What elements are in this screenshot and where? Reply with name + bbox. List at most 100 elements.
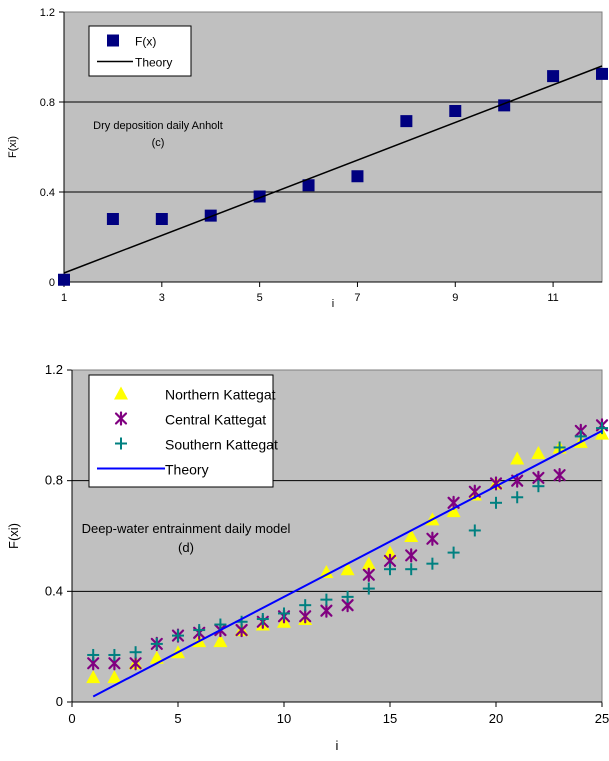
data-point [302, 179, 315, 192]
data-point [426, 557, 439, 570]
series-0 [58, 67, 608, 286]
data-point [341, 590, 354, 603]
data-point [574, 430, 587, 443]
data-point [299, 609, 312, 624]
legend-marker [115, 437, 127, 450]
data-point [404, 529, 419, 542]
data-point [214, 618, 227, 631]
x-tick-label: 5 [257, 292, 263, 304]
legend-entry: Theory [165, 462, 209, 478]
data-point [531, 446, 546, 459]
panel-label: (c) [152, 137, 165, 149]
theory-line [92, 429, 603, 698]
data-point [108, 648, 121, 661]
data-point [468, 524, 481, 537]
y-tick-label: 0 [49, 277, 55, 289]
y-tick-label: 0.8 [45, 473, 63, 488]
data-point [510, 451, 525, 465]
data-point [490, 496, 502, 509]
data-point [320, 603, 333, 618]
data-point [400, 115, 413, 128]
y-tick-label: 0.8 [40, 97, 55, 109]
y-tick-label: 1.2 [45, 362, 63, 377]
data-point [547, 70, 560, 83]
data-point [87, 648, 100, 661]
data-point [86, 670, 101, 684]
data-point [299, 599, 312, 612]
x-tick-label: 0 [68, 711, 75, 726]
data-point [383, 545, 397, 559]
legend-box [88, 25, 192, 77]
x-tick-label: 15 [383, 711, 397, 726]
data-point [511, 491, 524, 504]
data-point [362, 567, 375, 582]
data-point [405, 548, 418, 563]
data-point [320, 593, 333, 606]
x-tick-label: 5 [174, 711, 181, 726]
data-point [361, 556, 376, 570]
data-point [446, 504, 461, 518]
data-point [256, 613, 269, 625]
chart-d: 0 0.4 0.8 1.2 0 5 10 15 20 25 i F(xi) Deep-water ent… [6, 362, 609, 753]
series-2 [87, 422, 608, 661]
data-point [213, 634, 228, 648]
x-tick-label: 11 [547, 292, 558, 304]
series-3 [92, 429, 603, 698]
y-tick-label: 0.4 [40, 187, 55, 199]
legend-entry: F(x) [135, 35, 156, 49]
data-point [405, 563, 418, 576]
legend-entry: Northern Kattegat [165, 387, 276, 403]
data-point [596, 422, 608, 435]
data-point [204, 209, 217, 222]
data-point [106, 213, 119, 225]
x-tick-label: 9 [452, 292, 458, 304]
data-point [489, 476, 503, 491]
legend-marker [114, 411, 128, 426]
data-point [351, 170, 364, 183]
data-point [553, 468, 566, 483]
data-point [155, 213, 168, 225]
y-tick-label: 1.2 [40, 7, 55, 19]
data-point [447, 546, 460, 559]
data-point [193, 624, 206, 637]
chart-annotation: Deep-water entrainment daily model [82, 521, 291, 536]
data-point [340, 562, 355, 576]
x-tick-label: 25 [595, 711, 609, 726]
legend-entry: Central Kattegat [165, 412, 266, 428]
data-point [426, 531, 439, 546]
data-point [553, 441, 566, 454]
x-axis-label: i [332, 298, 334, 310]
data-point [172, 629, 184, 642]
y-tick-label: 0.4 [45, 583, 63, 598]
data-point [532, 480, 545, 493]
legend-entry: Southern Kattegat [165, 437, 278, 453]
x-tick-label: 3 [159, 292, 165, 304]
y-axis-label: F(xi) [7, 136, 19, 158]
x-axis-label: i [336, 738, 339, 753]
data-point [449, 105, 462, 117]
x-tick-label: 20 [489, 711, 503, 726]
chart-annotation: Dry deposition daily Anholt [93, 120, 223, 132]
series-1 [63, 65, 603, 274]
data-point [107, 670, 122, 684]
legend-marker [114, 386, 128, 400]
data-point [362, 582, 375, 595]
data-point [58, 273, 70, 286]
data-point [129, 656, 142, 671]
data-point [596, 67, 608, 80]
panel-label: (d) [178, 540, 194, 555]
data-point [253, 190, 266, 203]
y-tick-label: 0 [56, 694, 63, 709]
y-axis-label: F(xi) [6, 523, 21, 549]
data-point [129, 646, 142, 659]
theory-line [63, 65, 603, 274]
x-tick-label: 10 [277, 711, 291, 726]
legend-entry: Theory [135, 56, 172, 70]
data-point [150, 637, 163, 650]
data-point [278, 607, 290, 620]
chart-c: 0 0.4 0.8 1.2 1 3 5 7 9 11 i F(xi) Dry deposition da… [7, 7, 608, 310]
x-tick-label: 1 [61, 292, 67, 304]
data-point [319, 564, 334, 578]
data-point [384, 563, 396, 576]
x-tick-label: 7 [354, 292, 360, 304]
